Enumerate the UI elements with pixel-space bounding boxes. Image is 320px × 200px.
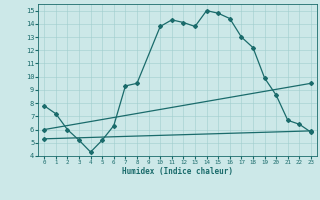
X-axis label: Humidex (Indice chaleur): Humidex (Indice chaleur) [122, 167, 233, 176]
